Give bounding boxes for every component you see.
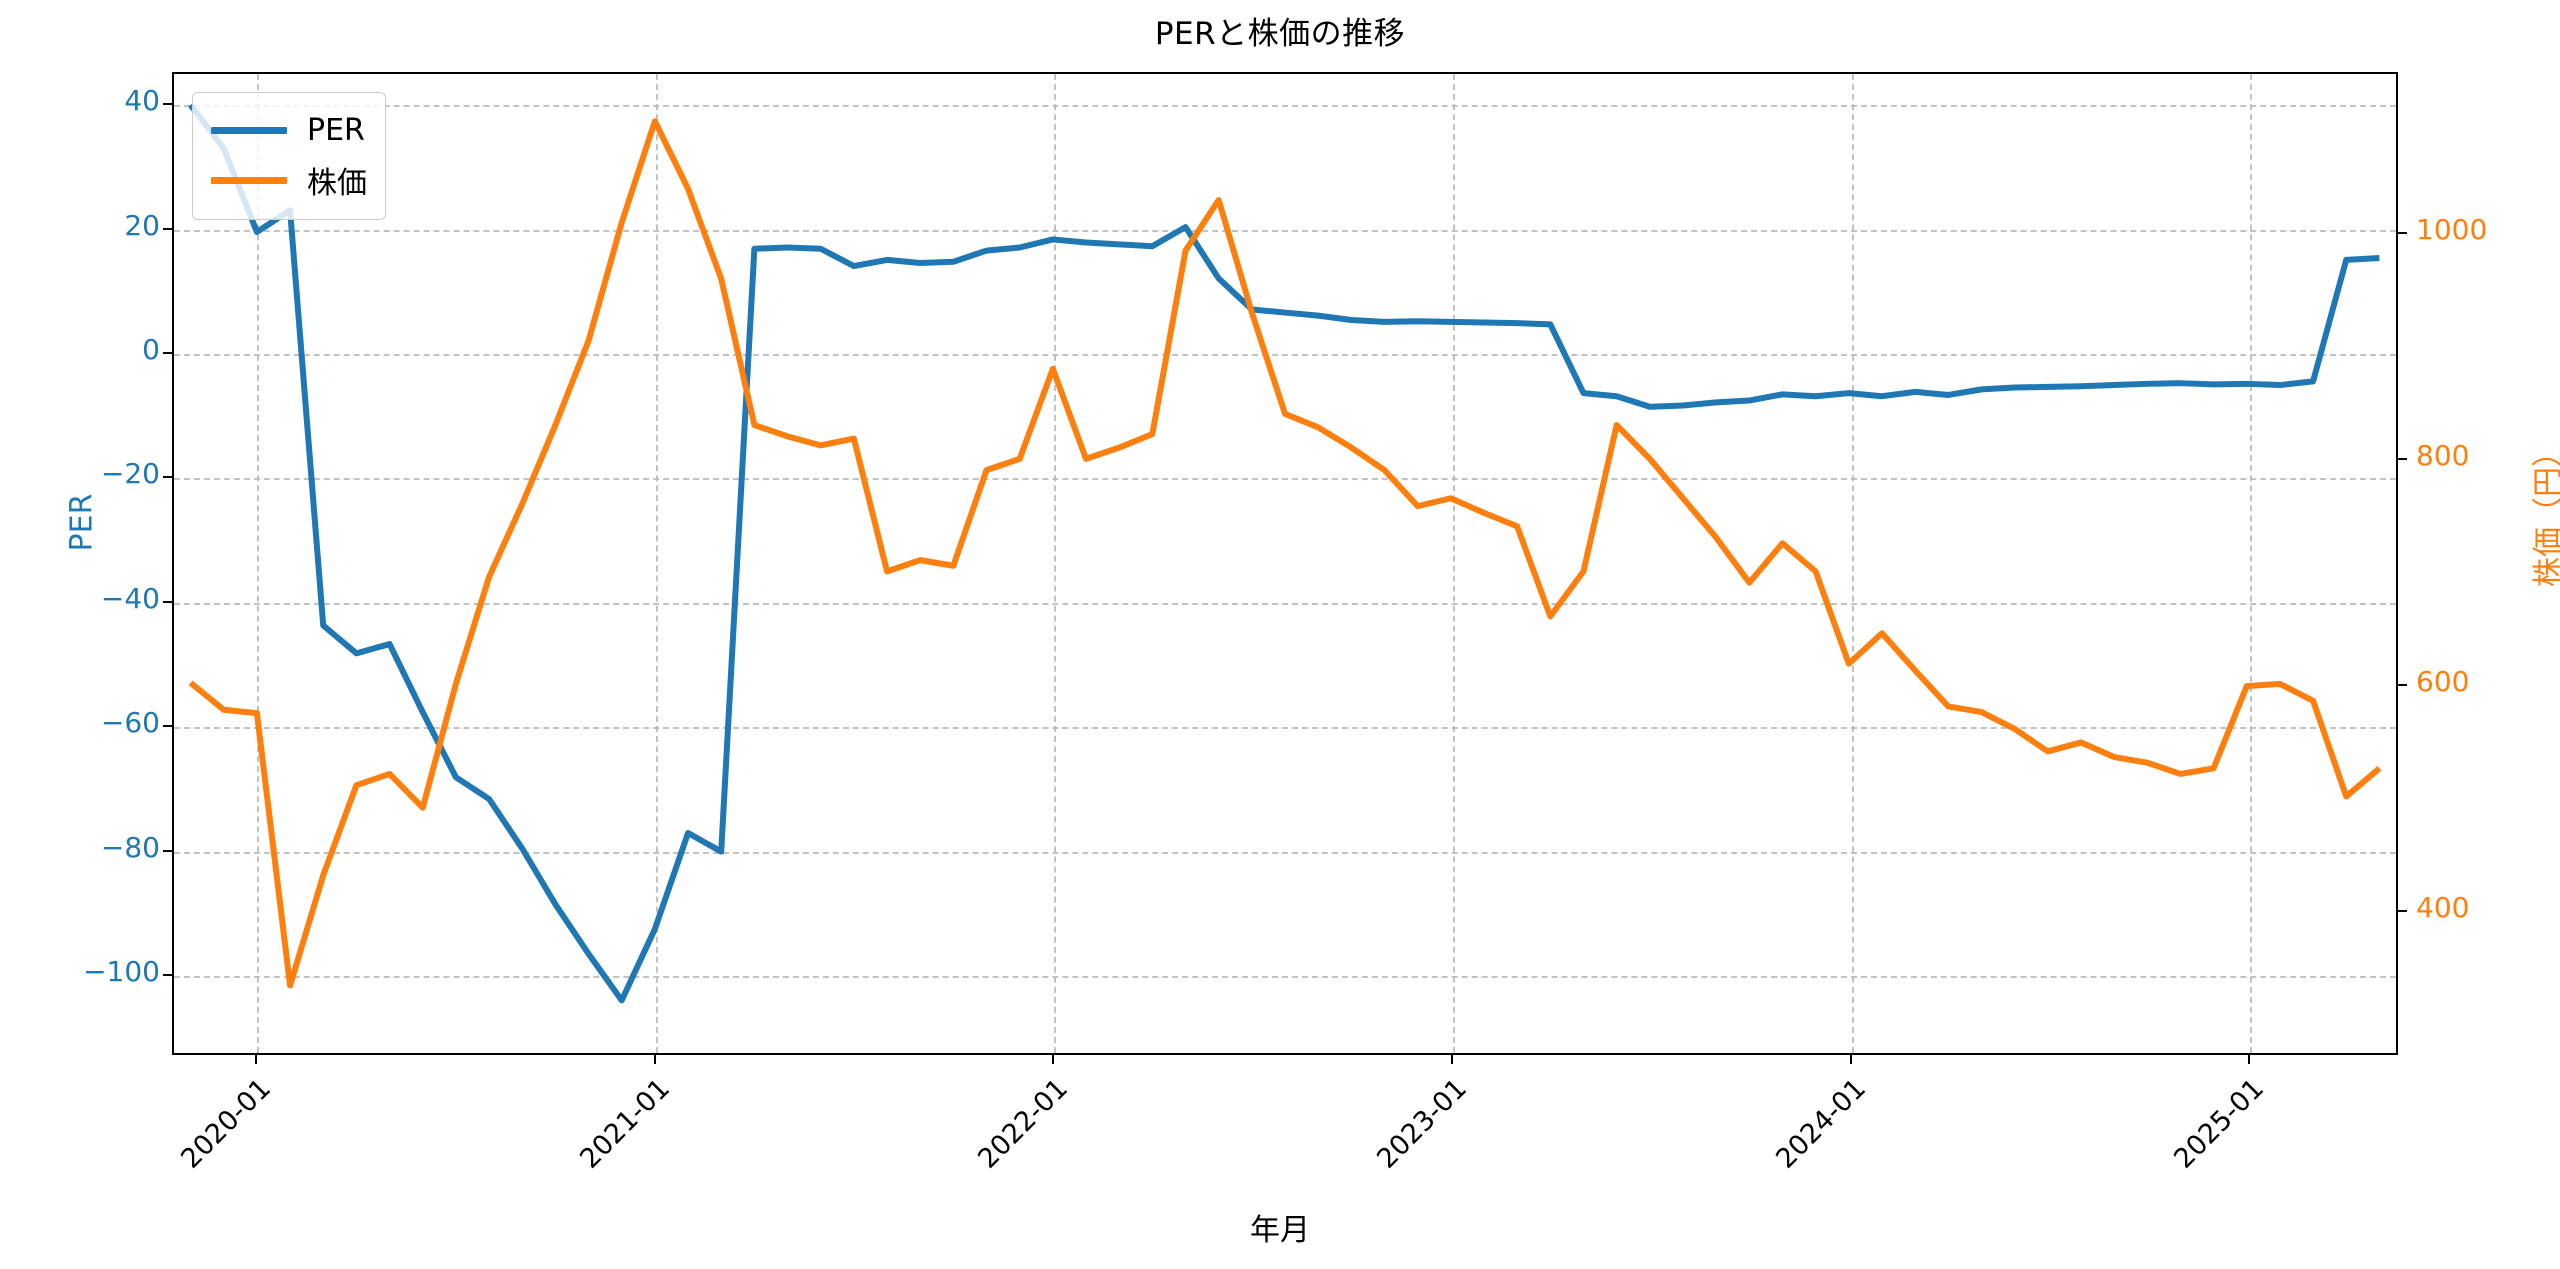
legend-color-swatch (211, 176, 287, 184)
x-axis-tickmark (1849, 1055, 1852, 1064)
left-axis-tickmark (163, 476, 172, 479)
x-axis-tickmark (653, 1055, 656, 1064)
gridline-vertical (655, 74, 658, 1053)
right-axis-tick-label: 1000 (2416, 213, 2488, 247)
x-axis-tick-label: 2024-01 (1770, 1073, 1872, 1175)
left-axis-tickmark (163, 725, 172, 728)
x-axis-tick-label: 2023-01 (1371, 1073, 1474, 1175)
chart-title: PERと株価の推移 (1154, 16, 1406, 52)
gridline-vertical (1851, 74, 1854, 1053)
gridline-horizontal (174, 602, 2396, 605)
gridline-vertical (2250, 74, 2253, 1053)
x-axis-tickmark (1451, 1055, 1454, 1064)
left-axis-tickmark (163, 103, 172, 106)
series-line-PER (191, 105, 2380, 1000)
x-axis-tick-label: 2022-01 (972, 1073, 1075, 1175)
chart-legend: PER 株価 (192, 92, 386, 220)
x-axis-tickmark (255, 1055, 258, 1064)
right-axis-tick-label: 600 (2416, 665, 2470, 699)
x-axis-tickmark (1052, 1055, 1055, 1064)
gridline-horizontal (174, 229, 2396, 232)
left-axis-tickmark (163, 849, 172, 852)
gridline-horizontal (174, 727, 2396, 730)
left-axis-tickmark (163, 351, 172, 354)
left-axis-tick-label: −60 (100, 706, 160, 740)
right-axis-tickmark (2398, 910, 2407, 913)
legend-label: PER (307, 112, 365, 148)
left-axis-tickmark (163, 600, 172, 603)
legend-item[interactable]: 株価 (211, 155, 367, 205)
gridline-horizontal (174, 851, 2396, 854)
right-axis-tickmark (2398, 684, 2407, 687)
left-axis-tick-label: −20 (100, 457, 160, 491)
series-canvas (174, 74, 2396, 1053)
right-axis-tickmark (2398, 232, 2407, 235)
x-axis-tick-label: 2020-01 (175, 1073, 277, 1175)
right-axis-title: 株価（円） (2531, 437, 2560, 587)
gridline-vertical (1453, 74, 1456, 1053)
right-axis-tick-label: 400 (2416, 891, 2470, 925)
x-axis-tick-label: 2021-01 (573, 1073, 676, 1175)
left-axis-tick-label: 0 (142, 332, 160, 366)
plot-area (172, 72, 2398, 1055)
gridline-vertical (1054, 74, 1057, 1053)
legend-color-swatch (211, 126, 287, 134)
x-axis-title: 年月 (1250, 1213, 1310, 1248)
left-axis-tick-label: −40 (100, 581, 160, 615)
right-axis-tick-label: 800 (2416, 439, 2470, 473)
left-axis-tick-label: 20 (124, 208, 160, 242)
left-axis-tick-label: 40 (124, 84, 160, 118)
left-axis-tick-label: −100 (83, 955, 160, 989)
gridline-horizontal (174, 976, 2396, 979)
left-axis-tickmark (163, 227, 172, 230)
plot-inner (174, 74, 2396, 1053)
gridline-vertical (257, 74, 260, 1053)
gridline-horizontal (174, 353, 2396, 356)
gridline-horizontal (174, 478, 2396, 481)
left-axis-title: PER (64, 493, 100, 552)
left-axis-tick-label: −80 (100, 830, 160, 864)
series-line-株価 (191, 121, 2380, 985)
x-axis-tickmark (2248, 1055, 2251, 1064)
right-axis-tickmark (2398, 458, 2407, 461)
x-axis-tick-label: 2025-01 (2168, 1073, 2271, 1175)
gridline-horizontal (174, 105, 2396, 108)
legend-label: 株価 (307, 166, 367, 201)
legend-item[interactable]: PER (211, 105, 367, 155)
left-axis-tickmark (163, 974, 172, 977)
